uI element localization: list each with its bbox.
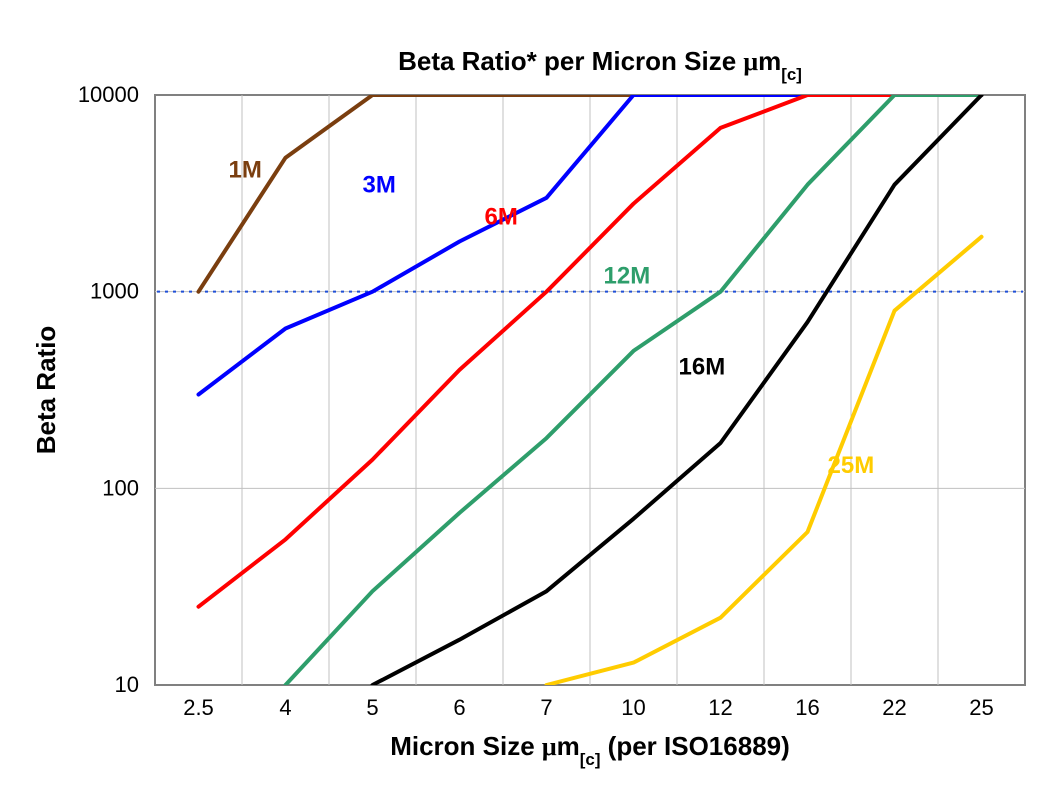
x-tick-label: 12 xyxy=(708,695,732,720)
series-label-16M: 16M xyxy=(679,353,726,380)
x-tick-label: 22 xyxy=(882,695,906,720)
chart-container: 10 100 1000 10000 2.5 4 5 6 7 10 12 16 22 25 1M 3M 6M 12M… xyxy=(0,0,1062,798)
y-tick-label: 1000 xyxy=(90,279,139,304)
x-tick-label: 2.5 xyxy=(183,695,214,720)
series-label-3M: 3M xyxy=(363,171,396,198)
x-tick-label: 25 xyxy=(969,695,993,720)
series-label-6M: 6M xyxy=(485,203,518,230)
x-tick-label: 16 xyxy=(795,695,819,720)
x-tick-label: 5 xyxy=(366,695,378,720)
series-label-25M: 25M xyxy=(828,452,875,479)
series-label-1M: 1M xyxy=(229,157,262,184)
y-tick-label: 10 xyxy=(115,672,139,697)
x-tick-label: 10 xyxy=(621,695,645,720)
y-tick-label: 10000 xyxy=(78,82,139,107)
y-axis-label: Beta Ratio xyxy=(31,326,61,455)
series-label-12M: 12M xyxy=(604,263,651,290)
x-tick-label: 7 xyxy=(540,695,552,720)
y-tick-label: 100 xyxy=(102,475,139,500)
x-tick-label: 6 xyxy=(453,695,465,720)
x-tick-label: 4 xyxy=(279,695,291,720)
